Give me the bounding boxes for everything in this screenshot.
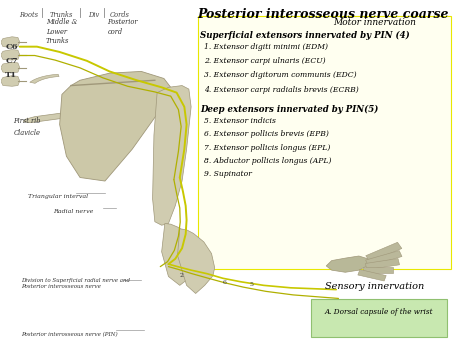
Polygon shape — [0, 62, 20, 73]
Text: 5: 5 — [249, 283, 253, 288]
Text: 7. Extensor pollicis longus (EPL): 7. Extensor pollicis longus (EPL) — [204, 143, 330, 152]
Polygon shape — [0, 49, 20, 60]
Text: Posterior interosseous nerve (PIN): Posterior interosseous nerve (PIN) — [21, 332, 118, 338]
Text: Cords: Cords — [109, 11, 129, 18]
Text: 6: 6 — [223, 280, 227, 285]
Text: Posterior interosseous nerve coarse: Posterior interosseous nerve coarse — [197, 8, 448, 21]
FancyBboxPatch shape — [198, 16, 451, 269]
Polygon shape — [178, 229, 215, 294]
Text: Sensory innervation: Sensory innervation — [325, 282, 424, 291]
Text: 4. Extensor carpi radialis brevis (ECRB): 4. Extensor carpi radialis brevis (ECRB) — [204, 86, 358, 94]
Text: C7: C7 — [5, 57, 18, 65]
Polygon shape — [365, 251, 402, 266]
Text: Trunks: Trunks — [50, 11, 73, 18]
Text: Clavicle: Clavicle — [13, 129, 40, 137]
Text: 2: 2 — [180, 273, 184, 278]
Text: T1: T1 — [5, 71, 18, 80]
Polygon shape — [23, 107, 96, 123]
Text: Triangular interval: Triangular interval — [28, 195, 88, 200]
Text: A. Dorsal capsule of the wrist: A. Dorsal capsule of the wrist — [325, 308, 434, 316]
Polygon shape — [0, 76, 20, 86]
Text: Middle &
Lower
Trunks: Middle & Lower Trunks — [46, 18, 77, 45]
Polygon shape — [358, 269, 386, 281]
Text: First rib: First rib — [13, 117, 41, 125]
Text: Radial nerve: Radial nerve — [53, 209, 93, 214]
Text: Motor innervation: Motor innervation — [333, 18, 416, 27]
Polygon shape — [365, 258, 400, 270]
Polygon shape — [30, 74, 59, 83]
Text: 6. Extensor pollicis brevis (EPB): 6. Extensor pollicis brevis (EPB) — [204, 130, 328, 138]
Text: Posterior
cord: Posterior cord — [107, 18, 138, 36]
Polygon shape — [0, 37, 20, 47]
Polygon shape — [153, 86, 191, 225]
Polygon shape — [366, 242, 402, 262]
Text: Superficial extensors innervated by PIN (4): Superficial extensors innervated by PIN … — [200, 31, 410, 40]
Text: 5. Extensor indicis: 5. Extensor indicis — [204, 117, 276, 125]
Polygon shape — [364, 267, 393, 273]
Polygon shape — [60, 71, 171, 181]
Text: Deep extensors innervated by PIN(5): Deep extensors innervated by PIN(5) — [200, 105, 379, 114]
Text: Roots: Roots — [19, 11, 38, 18]
Text: Division to Superficial radial nerve and
Posterior interosseous nerve: Division to Superficial radial nerve and… — [21, 278, 130, 289]
Polygon shape — [162, 223, 202, 285]
Text: 2. Extensor carpi ulnaris (ECU): 2. Extensor carpi ulnaris (ECU) — [204, 57, 326, 65]
FancyBboxPatch shape — [311, 300, 447, 337]
Polygon shape — [326, 256, 368, 272]
Text: Div: Div — [88, 11, 99, 18]
Text: 9. Supinator: 9. Supinator — [204, 170, 252, 179]
Text: 8. Abductor pollicis longus (APL): 8. Abductor pollicis longus (APL) — [204, 157, 331, 165]
Text: 3. Extensor digitorum communis (EDC): 3. Extensor digitorum communis (EDC) — [204, 71, 356, 80]
Text: C6: C6 — [5, 43, 18, 51]
Text: 1. Extensor digiti minimi (EDM): 1. Extensor digiti minimi (EDM) — [204, 43, 328, 51]
